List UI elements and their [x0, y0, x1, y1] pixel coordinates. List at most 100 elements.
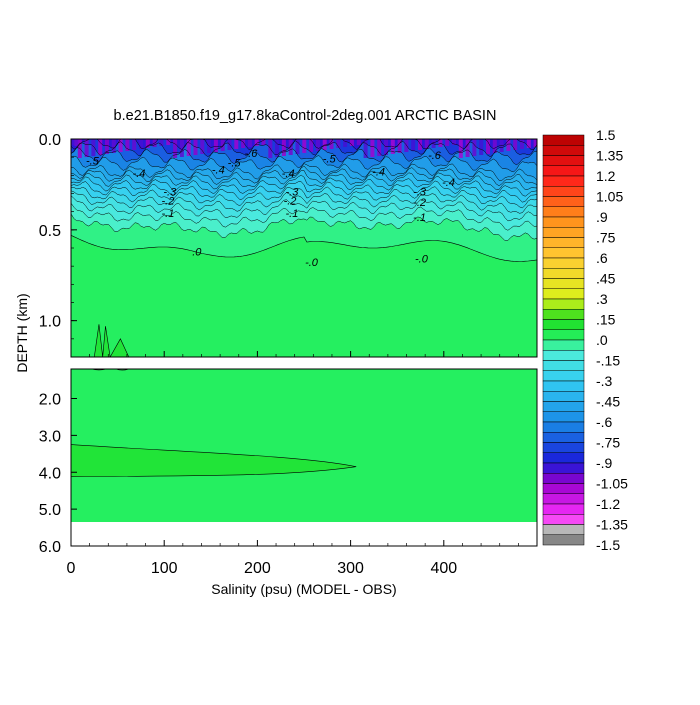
chart-title: b.e21.B1850.f19_g17.8kaControl-2deg.001 …	[114, 108, 497, 124]
contour-label: -.1	[161, 208, 174, 220]
x-tick-label: 300	[337, 560, 364, 577]
colorbar-tick-label: .9	[596, 209, 608, 225]
colorbar-box	[542, 411, 585, 423]
colorbar-box	[542, 175, 585, 187]
colorbar-box	[542, 186, 585, 197]
colorbar-tick-label: .45	[596, 271, 616, 287]
contour-label: -.2	[413, 197, 426, 209]
colorbar-box	[542, 493, 585, 505]
contour-label: -.3	[413, 186, 427, 198]
colorbar-box	[542, 524, 585, 535]
colorbar-box	[542, 380, 585, 392]
colorbar-tick-label: -.9	[596, 455, 613, 471]
colorbar-box	[542, 391, 585, 402]
colorbar-box	[542, 278, 585, 289]
contour-label: -.6	[244, 148, 258, 160]
contour-label: .0	[192, 246, 202, 258]
colorbar-tick-label: .15	[596, 312, 616, 328]
colorbar-box	[542, 401, 585, 412]
colorbar-tick-label: .3	[596, 291, 608, 307]
y-tick-label: 3.0	[39, 428, 61, 445]
colorbar-tick-label: -1.35	[596, 517, 628, 533]
contour-label: -.4	[212, 165, 225, 177]
y-tick-label: 0.0	[39, 132, 61, 149]
contour-label: -.5	[86, 155, 100, 167]
colorbar-box	[542, 360, 585, 371]
colorbar-box	[542, 503, 585, 515]
colorbar	[542, 134, 585, 546]
colorbar-tick-label: -.6	[596, 414, 613, 430]
x-axis: 0 100 200 300 400	[67, 351, 519, 577]
y-tick-label: 5.0	[39, 502, 61, 519]
upper-depth-panel: -.6-.5 -.5 -.5 -.6-.4 -.4 -.4 -.4-.4-.3 -.3 -.3-…	[70, 138, 538, 358]
contour-label: -.0	[415, 254, 429, 266]
colorbar-box	[542, 309, 585, 320]
colorbar-tick-label: -.75	[596, 435, 620, 451]
colorbar-box	[542, 165, 585, 177]
colorbar-tick-label: .75	[596, 230, 616, 246]
y-tick-label: 1.0	[39, 314, 61, 331]
colorbar-box	[542, 155, 585, 166]
positive-anomaly-region	[71, 444, 357, 477]
contour-label: -.3	[163, 186, 177, 198]
colorbar-tick-label: -1.2	[596, 496, 620, 512]
contour-label: -.2	[161, 195, 174, 207]
colorbar-box	[542, 329, 585, 341]
colorbar-box	[542, 421, 585, 433]
colorbar-box	[542, 339, 585, 351]
y-tick-label: 4.0	[39, 465, 61, 482]
x-tick-label: 0	[67, 560, 76, 577]
contour-label: -.4	[282, 168, 295, 180]
colorbar-box	[542, 134, 585, 146]
contour-label: -.5	[228, 157, 242, 169]
contour-label: -.4	[372, 166, 385, 178]
lower-contour-field	[71, 369, 537, 546]
colorbar-tick-label: -1.5	[596, 537, 620, 553]
colorbar-box	[542, 288, 585, 300]
colorbar-tick-label: -.45	[596, 394, 620, 410]
x-tick-label: 400	[430, 560, 457, 577]
colorbar-box	[542, 216, 585, 228]
colorbar-box	[542, 227, 585, 238]
lower-depth-panel	[70, 368, 538, 547]
lower-y-axis: 2.0 3.0 4.0 5.0 6.0	[39, 392, 77, 556]
colorbar-box	[542, 196, 585, 207]
contour-label: -.5	[323, 154, 337, 166]
colorbar-box	[542, 442, 585, 453]
colorbar-box	[542, 514, 585, 525]
contour-label: -.4	[442, 177, 455, 189]
x-tick-label: 100	[151, 560, 178, 577]
y-tick-label: 0.5	[39, 223, 61, 240]
colorbar-tick-label: -.3	[596, 373, 613, 389]
contour-label: -.4	[133, 168, 146, 180]
colorbar-box	[542, 452, 585, 464]
colorbar-box	[542, 206, 585, 218]
colorbar-labels: 1.5 1.35 1.2 1.05 .9 .75 .6 .45 .3 .15 .0 -.15 -.3 -.…	[596, 127, 628, 553]
y-axis-label: DEPTH (km)	[14, 293, 30, 372]
x-tick-label: 200	[244, 560, 271, 577]
colorbar-box	[542, 257, 585, 269]
colorbar-box	[542, 319, 585, 330]
colorbar-box	[542, 473, 585, 484]
colorbar-box	[542, 145, 585, 156]
lower-panel-frame	[70, 368, 538, 547]
colorbar-tick-label: -.15	[596, 353, 620, 369]
contour-label: -.1	[285, 208, 298, 220]
upper-contour-field: -.6-.5 -.5 -.5 -.6-.4 -.4 -.4 -.4-.4-.3 -.3 -.3-…	[71, 139, 537, 357]
colorbar-tick-label: .6	[596, 250, 608, 266]
contour-label: -.6	[428, 150, 442, 162]
colorbar-box	[542, 298, 585, 310]
contour-label: -.0	[305, 257, 319, 269]
contour-label: -.3	[285, 186, 299, 198]
colorbar-box	[542, 268, 585, 279]
colorbar-box	[542, 534, 585, 546]
colorbar-box	[542, 350, 585, 361]
colorbar-box	[542, 483, 585, 494]
upper-y-axis: 0.0 0.5 1.0	[39, 132, 77, 340]
contour-label: -.2	[284, 195, 297, 207]
colorbar-box	[542, 432, 585, 443]
y-tick-label: 6.0	[39, 539, 61, 556]
colorbar-tick-label: 1.05	[596, 189, 623, 205]
